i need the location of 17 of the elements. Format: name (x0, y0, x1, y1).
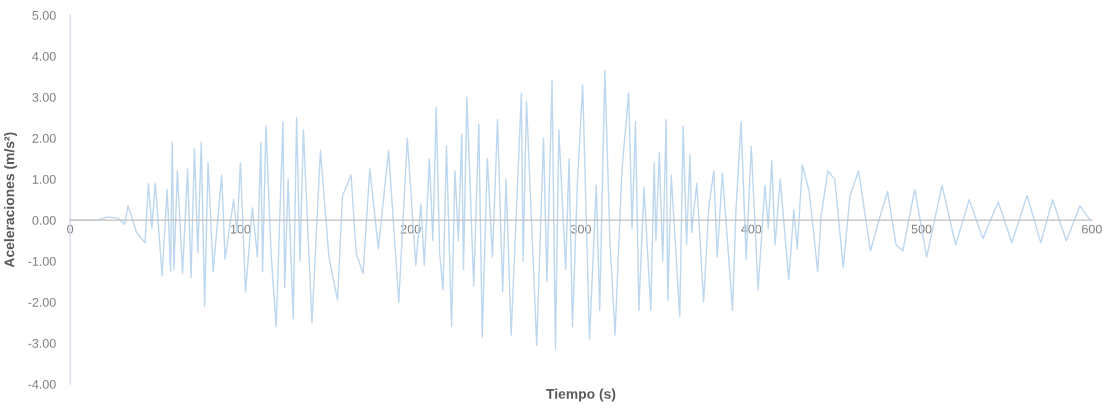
y-tick-label: 3.00 (32, 92, 56, 102)
y-tick-label: 4.00 (32, 51, 56, 61)
y-tick-label: 5.00 (32, 10, 56, 20)
x-tick-label: 400 (741, 224, 762, 234)
y-tick-label: -1.00 (28, 256, 56, 266)
y-tick-label: 1.00 (32, 174, 56, 184)
x-tick-label: 0 (67, 224, 74, 234)
y-tick-label: -4.00 (28, 379, 56, 389)
y-tick-label: -3.00 (28, 338, 56, 348)
y-tick-label: 2.00 (32, 133, 56, 143)
x-tick-label: 600 (1082, 224, 1102, 234)
y-tick-label: 0.00 (32, 215, 56, 225)
y-axis-title: Aceleraciones (m/s²) (4, 132, 17, 268)
x-axis-title: Tiempo (s) (546, 388, 616, 402)
x-tick-label: 500 (911, 224, 932, 234)
x-tick-label: 100 (230, 224, 251, 234)
y-tick-label: -2.00 (28, 297, 56, 307)
